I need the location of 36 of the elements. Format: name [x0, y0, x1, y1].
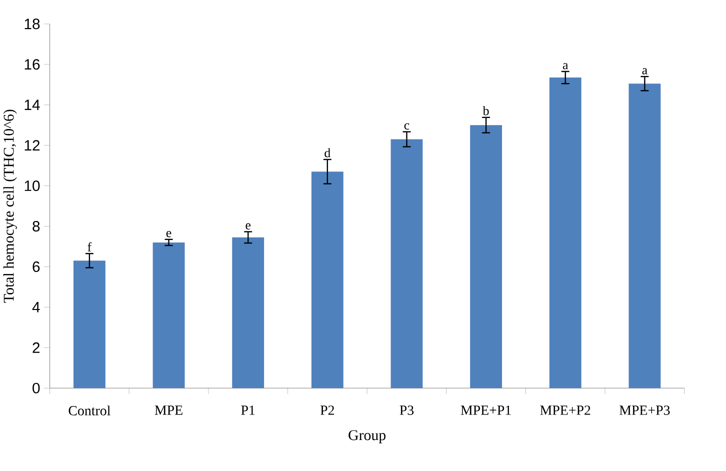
x-tick-label: Control	[68, 406, 110, 416]
data-label: f	[88, 242, 92, 252]
data-label: b	[482, 106, 489, 116]
bar	[73, 260, 106, 388]
data-label: a	[642, 68, 648, 74]
bar	[232, 237, 264, 388]
data-label: d	[324, 148, 330, 158]
bar	[390, 139, 423, 388]
y-tick-label: 16	[24, 59, 40, 70]
y-tick-label: 6	[32, 261, 40, 272]
y-tick-label: 14	[24, 100, 40, 110]
x-tick-label: MPE+P2	[540, 406, 590, 415]
data-label: e	[166, 231, 172, 238]
y-tick-label: 8	[32, 221, 40, 232]
data-label: c	[404, 123, 410, 130]
x-tick-label: MPE	[154, 406, 182, 415]
bar	[470, 125, 502, 388]
bar	[549, 78, 582, 388]
y-tick-label: 0	[32, 382, 40, 394]
x-tick-label: P1	[241, 406, 255, 415]
x-tick-label: MPE+P1	[460, 406, 511, 415]
y-tick-label: 12	[24, 140, 40, 151]
x-tick-label: P2	[320, 406, 334, 415]
bar	[628, 84, 661, 388]
x-tick-label: MPE+P3	[620, 406, 670, 415]
x-tick-label: P3	[400, 406, 414, 415]
y-tick-label: 4	[32, 302, 40, 312]
y-tick-label: 2	[32, 342, 40, 353]
y-tick-label: 10	[24, 180, 40, 192]
x-axis-title: Group	[348, 430, 386, 444]
bar	[311, 172, 344, 388]
data-label: a	[562, 63, 568, 70]
bar	[152, 242, 185, 388]
y-axis-title: Total hemocyte cell (THC,10^6)	[3, 110, 17, 303]
data-label: e	[246, 223, 251, 230]
y-tick-label: 18	[24, 18, 40, 30]
